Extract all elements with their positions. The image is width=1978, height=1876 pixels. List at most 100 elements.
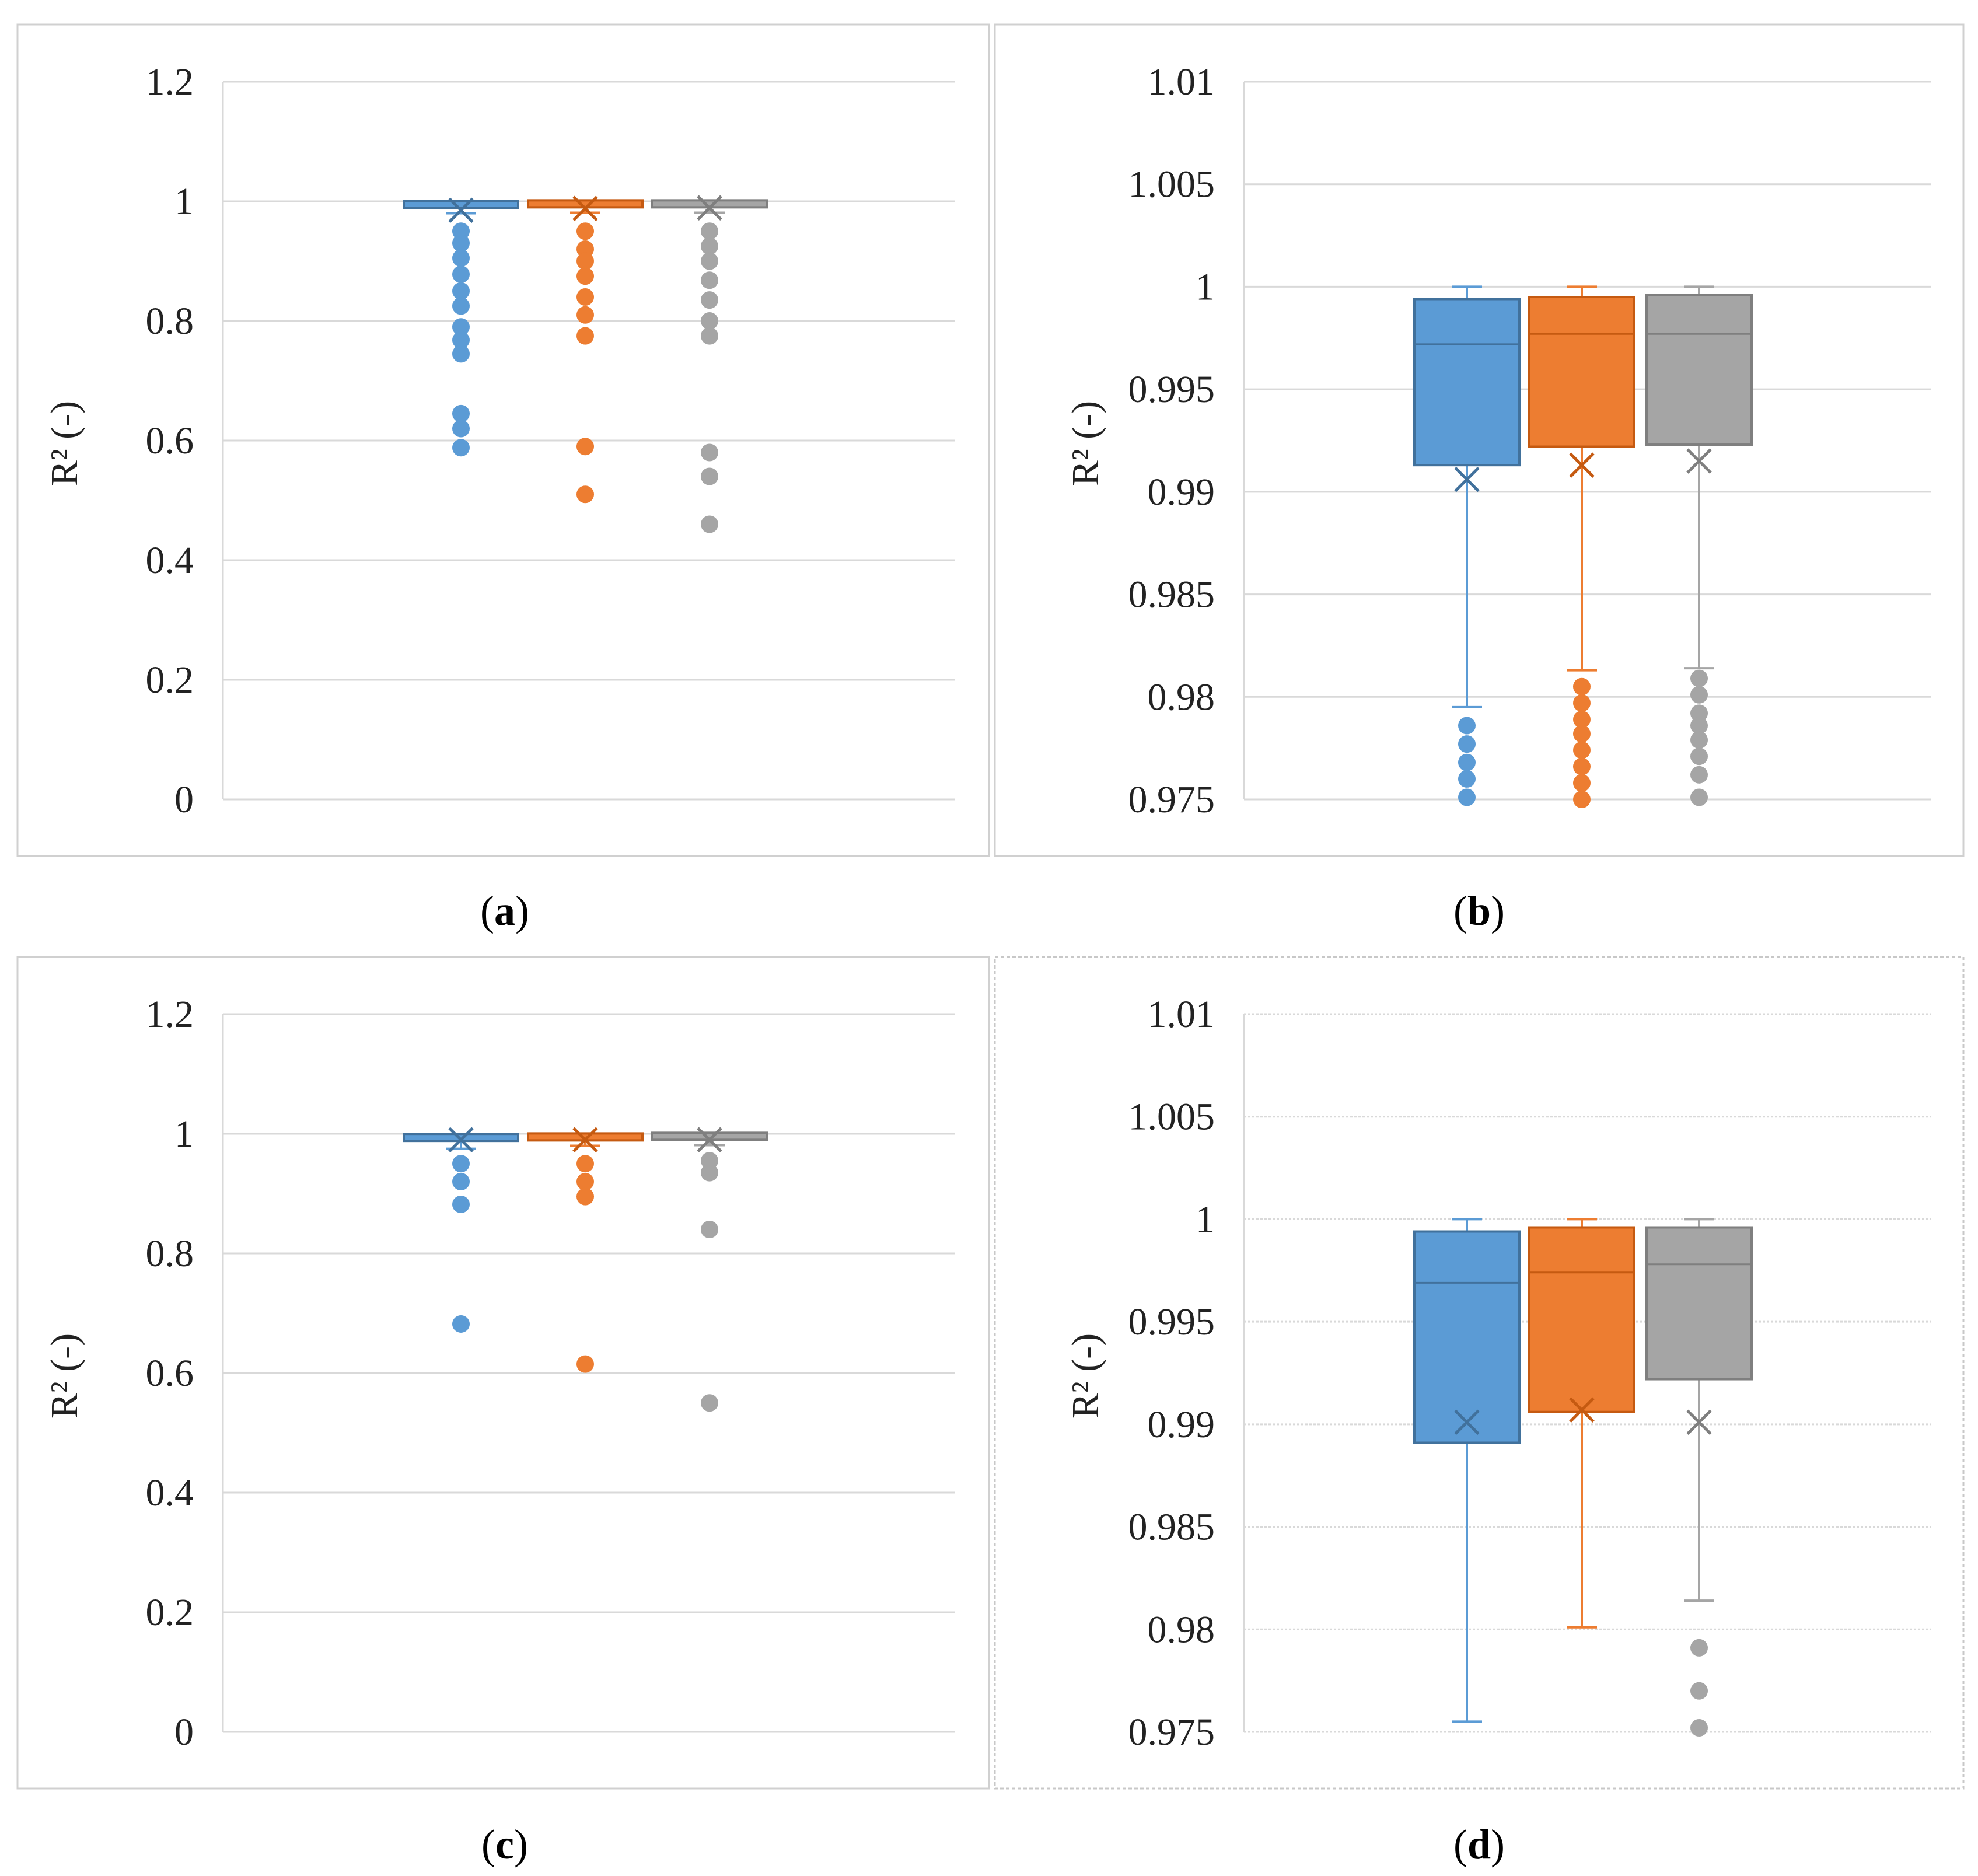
mean-marker: [1686, 448, 1712, 474]
outlier-point: [576, 1173, 594, 1190]
outlier-point: [452, 345, 470, 363]
panel-b: 0.975 0.98 0.985 0.99 0.995 1 1.005 1.01 R² (-) (…: [994, 23, 1965, 934]
series-2: [527, 1127, 644, 1373]
box: [403, 200, 519, 209]
outlier-point: [576, 485, 594, 504]
y-tick-label: 0.995: [1128, 368, 1215, 411]
y-tick-label: 0.2: [146, 659, 194, 701]
outlier-point: [576, 306, 594, 324]
y-tick-label: 1.01: [1148, 993, 1215, 1036]
outlier-point: [452, 331, 470, 349]
outlier-point: [1458, 788, 1476, 806]
outlier-point: [452, 1195, 470, 1213]
box: [1645, 294, 1753, 446]
outlier-point: [701, 1164, 718, 1182]
series-1: [1413, 285, 1521, 806]
mean-marker: [697, 195, 722, 221]
outlier-point: [1573, 741, 1591, 759]
series-3: [651, 1127, 768, 1412]
outlier-point: [576, 222, 594, 240]
outlier-point: [1573, 694, 1591, 712]
outlier-point: [576, 327, 594, 345]
outlier-point: [1573, 757, 1591, 775]
series-1: [1413, 1218, 1521, 1723]
outlier-point: [1573, 677, 1591, 696]
outlier-point: [452, 222, 470, 240]
y-tick-label: 0.98: [1148, 676, 1215, 718]
outlier-point: [1690, 717, 1708, 735]
y-tick-label: 0.99: [1148, 1403, 1215, 1446]
outlier-point: [1573, 710, 1591, 728]
series-3: [1645, 1218, 1753, 1737]
y-tick-label: 1.2: [146, 993, 194, 1036]
y-tick-label: 0.2: [146, 1591, 194, 1634]
y-tick-label: 0.6: [146, 420, 194, 462]
box: [1413, 298, 1521, 467]
outlier-point: [576, 240, 594, 258]
outlier-point: [1458, 735, 1476, 753]
outlier-point: [701, 467, 718, 485]
y-tick-label: 0.4: [146, 1472, 194, 1514]
series-2: [527, 195, 644, 504]
y-tick-label: 0.98: [1148, 1608, 1215, 1651]
outlier-point: [576, 252, 594, 270]
mean-marker: [1454, 1409, 1480, 1435]
y-tick-label: 0.975: [1128, 778, 1215, 821]
outlier-point: [452, 318, 470, 336]
series-3: [1645, 285, 1753, 806]
outlier-point: [701, 222, 718, 240]
outlier-point: [1690, 766, 1708, 784]
y-tick-label: 0: [174, 778, 194, 821]
y-tick-label: 0.6: [146, 1352, 194, 1395]
y-axis-label: R² (-): [1064, 1333, 1107, 1419]
outlier-point: [1458, 717, 1476, 735]
y-tick-label: 1.005: [1128, 1096, 1215, 1138]
y-tick-label: 0.975: [1128, 1711, 1215, 1753]
y-tick-label: 1.005: [1128, 163, 1215, 206]
panel-c: 0 0.2 0.4 0.6 0.8 1 1.2 R² (-) (c): [16, 956, 990, 1868]
outlier-point: [1690, 731, 1708, 749]
series-3: [651, 195, 768, 533]
y-axis-label: R² (-): [43, 401, 86, 486]
y-tick-label: 0.985: [1128, 574, 1215, 616]
outlier-point: [1690, 1718, 1708, 1737]
panel-caption: (d): [1453, 1821, 1505, 1868]
outlier-point: [701, 515, 718, 533]
mean-marker: [1569, 1397, 1595, 1423]
mean-marker: [572, 195, 598, 222]
outlier-point: [1458, 770, 1476, 788]
box: [527, 199, 644, 209]
outlier-point: [1690, 1639, 1708, 1657]
outlier-point: [1573, 791, 1591, 808]
outlier-point: [701, 312, 718, 330]
y-tick-label: 0.985: [1128, 1506, 1215, 1549]
y-axis-label: R² (-): [43, 1333, 86, 1419]
outlier-point: [701, 291, 718, 309]
outlier-point: [452, 420, 470, 438]
outlier-point: [452, 265, 470, 284]
y-tick-label: 0.995: [1128, 1301, 1215, 1343]
outlier-point: [701, 1152, 718, 1170]
outlier-point: [452, 439, 470, 457]
mean-marker: [1686, 1409, 1712, 1435]
outlier-point: [576, 1187, 594, 1206]
y-tick-label: 0: [174, 1711, 194, 1753]
panel-caption: (c): [481, 1821, 528, 1868]
outlier-point: [1690, 669, 1708, 687]
y-axis-label: R² (-): [1064, 401, 1107, 486]
mean-marker: [448, 1127, 474, 1153]
panel-d: 0.975 0.98 0.985 0.99 0.995 1 1.005 1.01 R² (-) (…: [994, 956, 1965, 1868]
outlier-point: [576, 438, 594, 456]
outlier-point: [576, 1155, 594, 1173]
outlier-point: [452, 1173, 470, 1190]
outlier-point: [1690, 747, 1708, 766]
outlier-point: [452, 1315, 470, 1333]
outlier-point: [452, 249, 470, 267]
box: [1528, 1226, 1635, 1413]
outlier-point: [576, 288, 594, 306]
mean-marker: [697, 1127, 722, 1153]
box: [1528, 296, 1635, 448]
y-tick-label: 1.2: [146, 61, 194, 103]
y-tick-label: 0.8: [146, 300, 194, 343]
